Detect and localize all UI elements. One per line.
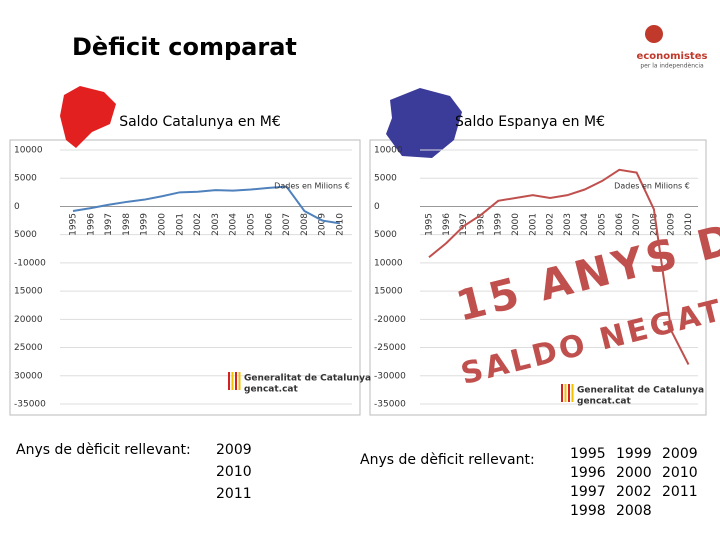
x-tick-label: 2005 — [247, 213, 257, 236]
note-year: 2009 — [216, 442, 252, 458]
source-icon — [568, 384, 570, 402]
y-tick-label: 20000 — [14, 315, 43, 325]
x-tick-label: 2004 — [580, 213, 590, 236]
source-url: gencat.cat — [577, 397, 631, 407]
y-tick-label: 15000 — [14, 287, 43, 297]
y-tick-label: 0 — [14, 202, 20, 212]
x-tick-label: 2010 — [684, 213, 694, 236]
y-tick-label: 0 — [374, 202, 380, 212]
logo-icon — [645, 25, 663, 43]
x-tick-label: 1996 — [86, 213, 96, 236]
x-tick-label: 2003 — [563, 213, 573, 236]
source-icon — [231, 372, 234, 390]
x-tick-label: 2000 — [511, 213, 521, 236]
x-tick-label: 1998 — [476, 213, 486, 236]
note-year: 2000 — [616, 465, 652, 481]
x-tick-label: 2008 — [649, 213, 659, 236]
chart-title: Saldo Espanya en M€ — [455, 114, 605, 130]
x-tick-label: 2006 — [615, 213, 625, 236]
note-year: 2010 — [662, 465, 698, 481]
x-tick-label: 1999 — [494, 213, 504, 236]
source-icon — [561, 384, 563, 402]
x-tick-label: 2000 — [158, 213, 168, 236]
y-tick-label: 25000 — [14, 343, 43, 353]
y-tick-label: 5000 — [14, 174, 37, 184]
note-label: Anys de dèficit rellevant: — [360, 452, 535, 468]
note-year: 1996 — [570, 465, 606, 481]
chart-frame — [369, 139, 707, 416]
note-year: 1998 — [570, 503, 606, 519]
x-tick-label: 2004 — [229, 213, 239, 236]
y-tick-label: 5000 — [374, 174, 397, 184]
y-tick-label: 30000 — [14, 371, 43, 381]
x-tick-label: 1999 — [140, 213, 150, 236]
note-year: 1999 — [616, 446, 652, 462]
data-line — [428, 168, 690, 365]
x-tick-label: 2009 — [318, 213, 328, 236]
x-tick-label: 1996 — [442, 213, 452, 236]
y-tick-label: -10000 — [14, 258, 46, 268]
y-tick-label: -35000 — [374, 400, 406, 410]
y-tick-label: 10000 — [374, 258, 403, 268]
data-line — [72, 185, 341, 225]
source-icon — [571, 384, 574, 402]
y-tick-label: 15000 — [374, 287, 403, 297]
logo-sub: per la independència — [640, 63, 704, 70]
y-tick-label: 10000 — [374, 146, 403, 156]
x-tick-label: 1995 — [69, 213, 79, 236]
y-tick-label: -30000 — [374, 371, 406, 381]
chart-frame — [9, 139, 361, 416]
x-tick-label: 2001 — [528, 213, 538, 236]
espanya-map — [386, 88, 462, 158]
catalunya-map — [60, 86, 116, 148]
note-year: 2011 — [662, 484, 698, 500]
source-url: gencat.cat — [244, 385, 298, 395]
chart-title: Saldo Catalunya en M€ — [119, 114, 281, 130]
x-tick-label: 2007 — [632, 213, 642, 236]
source-icon — [235, 372, 237, 390]
x-tick-label: 1995 — [425, 213, 435, 236]
chart-note: Dades en Milions € — [614, 182, 690, 191]
y-tick-label: -25000 — [374, 343, 406, 353]
source-icon — [238, 372, 241, 390]
x-tick-label: 2005 — [598, 213, 608, 236]
x-tick-label: 2006 — [264, 213, 274, 236]
x-tick-label: 2007 — [282, 213, 292, 236]
source: Generalitat de Catalunya — [577, 386, 704, 396]
x-tick-label: 2008 — [300, 213, 310, 236]
x-tick-label: 2001 — [175, 213, 185, 236]
source-icon — [564, 384, 567, 402]
y-tick-label: 5000 — [374, 230, 397, 240]
charts: Saldo Catalunya en M€ 10000 5000 0 5000 -1000… — [14, 114, 704, 410]
slide-title: Dèficit comparat — [72, 33, 297, 61]
y-tick-label: 10000 — [14, 146, 43, 156]
y-tick-label: 5000 — [14, 230, 37, 240]
x-tick-label: 2002 — [193, 213, 203, 236]
y-tick-label: -20000 — [374, 315, 406, 325]
chart-note: Dades en Milions € — [274, 182, 350, 191]
note-year: 2009 — [662, 446, 698, 462]
x-tick-label: 1998 — [122, 213, 132, 236]
source-icon — [228, 372, 230, 390]
note-year: 2011 — [216, 486, 252, 502]
x-tick-label: 2003 — [211, 213, 221, 236]
note-year: 1997 — [570, 484, 606, 500]
source: Generalitat de Catalunya — [244, 374, 371, 384]
x-tick-label: 1997 — [104, 213, 114, 236]
note-label: Anys de dèficit rellevant: — [16, 442, 191, 458]
x-tick-label: 2002 — [546, 213, 556, 236]
x-tick-label: 2010 — [336, 213, 346, 236]
x-tick-label: 2009 — [667, 213, 677, 236]
y-tick-label: -35000 — [14, 400, 46, 410]
logo: economistes — [637, 51, 708, 62]
note-year: 2008 — [616, 503, 652, 519]
x-tick-label: 1997 — [459, 213, 469, 236]
note-year: 1995 — [570, 446, 606, 462]
note-year: 2010 — [216, 464, 252, 480]
note-year: 2002 — [616, 484, 652, 500]
